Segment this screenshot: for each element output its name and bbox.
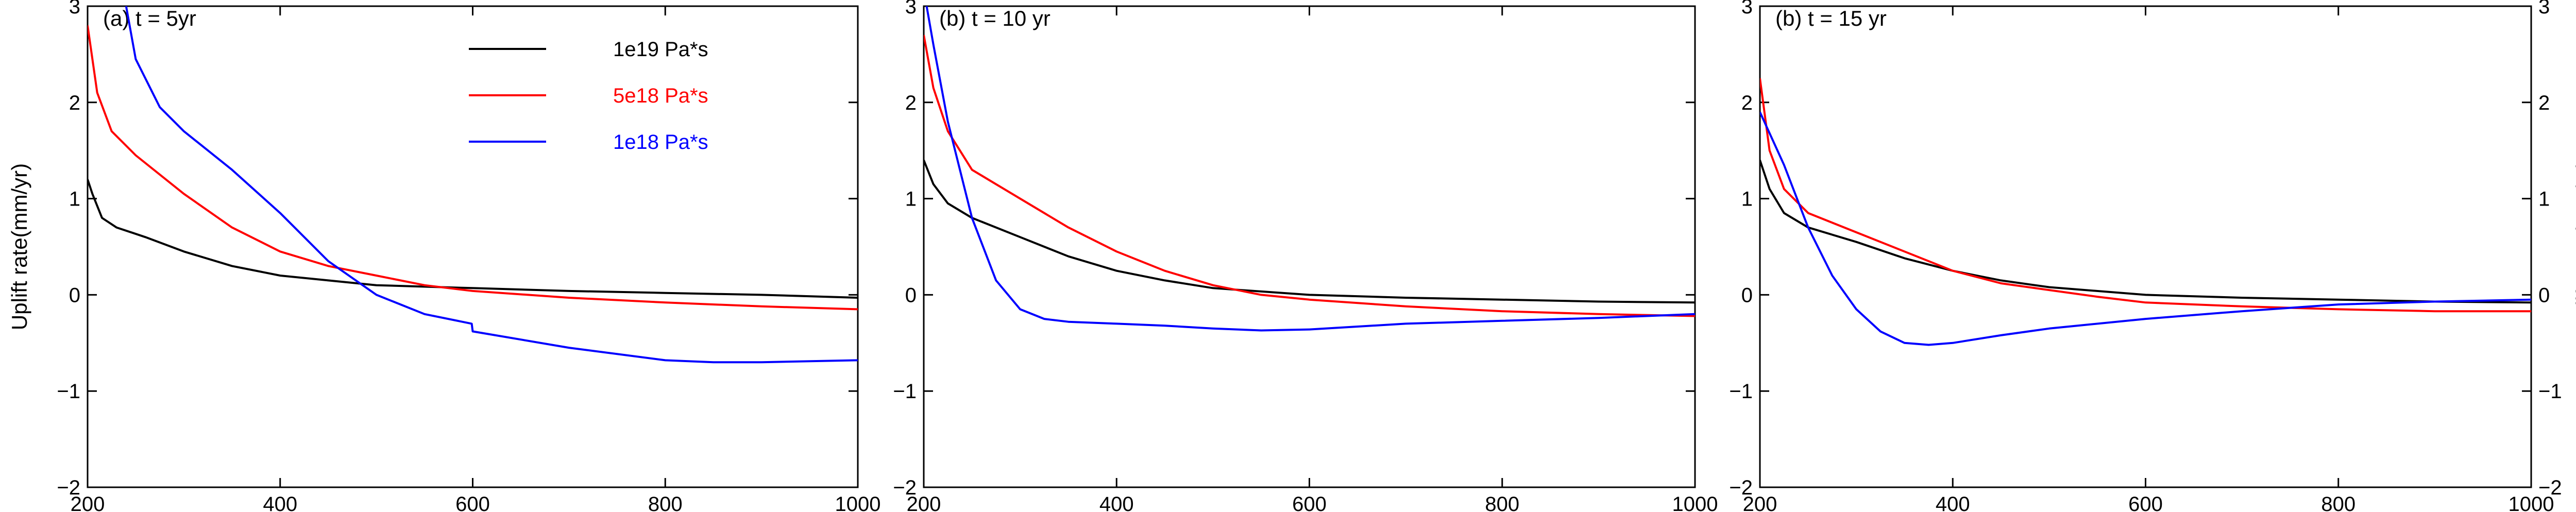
legend-label: 1e18 Pa*s — [613, 131, 708, 153]
y-tick-label: −1 — [57, 380, 80, 403]
series-line-1e18-pa-s — [125, 6, 858, 364]
x-tick-label: 200 — [71, 493, 105, 512]
y-tick-label: 0 — [905, 284, 917, 306]
y-tick-label: 2 — [1741, 92, 1753, 114]
y-tick-label: −1 — [1729, 380, 1753, 403]
y-tick-label: 1 — [1741, 188, 1753, 211]
x-tick-label: 600 — [455, 493, 490, 512]
y-tick-label: −2 — [893, 476, 917, 499]
series-group — [1760, 78, 2531, 346]
y-tick-label: 1 — [905, 188, 917, 211]
x-tick-label: 200 — [907, 493, 941, 512]
y-tick-label-right: 1 — [2538, 188, 2550, 211]
y-tick-label: 1 — [69, 188, 80, 211]
series-line-5e18-pa-s — [1760, 78, 2531, 313]
legend: 1e19 Pa*s 5e18 Pa*s 1e18 Pa*s — [469, 38, 708, 153]
plot-frame — [1759, 5, 2532, 488]
y-tick-label: 2 — [69, 92, 80, 114]
x-tick-label: 400 — [1099, 493, 1134, 512]
legend-label: 1e19 Pa*s — [613, 38, 708, 61]
x-tick-label: 200 — [1743, 493, 1777, 512]
x-tick-label: 1000 — [1672, 493, 1718, 512]
series-line-5e18-pa-s — [88, 25, 858, 311]
panel-label: (b) t = 10 yr — [939, 6, 1050, 30]
y-tick-label-right: 3 — [2538, 0, 2550, 18]
y-axis-label: Uplift rate(mm/yr) — [7, 163, 31, 330]
panel-label: (b) t = 15 yr — [1775, 6, 1887, 30]
y-tick-label: −2 — [57, 476, 80, 499]
panel-label: (a) t = 5yr — [103, 6, 196, 30]
y-tick-label: 3 — [1741, 0, 1753, 18]
y-tick-label-right: 2 — [2538, 92, 2550, 114]
series-group — [88, 6, 858, 364]
y-tick-label: −2 — [1729, 476, 1753, 499]
y-tick-label: 3 — [69, 0, 80, 18]
y-tick-label-right: −1 — [2538, 380, 2562, 403]
series-line-1e19-pa-s — [1760, 160, 2531, 304]
x-tick-label: 1000 — [2509, 493, 2554, 512]
y-tick-label: −1 — [893, 380, 917, 403]
plot-frame — [87, 5, 859, 488]
x-tick-label: 400 — [1936, 493, 1970, 512]
x-tick-label: 800 — [2321, 493, 2355, 512]
plot-frame — [923, 5, 1696, 488]
y-tick-label-right: 0 — [2538, 284, 2550, 306]
y-tick-label: 0 — [1741, 284, 1753, 306]
chart-panel-1: 200 400 600 800 1000 −2 −1 0 1 2 3 Uplift rate(mm/y… — [7, 0, 880, 512]
x-tick-label: 600 — [2128, 493, 2163, 512]
y-axis-label-right: Uplift rate (mm/yr) — [2572, 160, 2576, 333]
series-line-5e18-pa-s — [924, 35, 1695, 317]
x-tick-label: 1000 — [835, 493, 881, 512]
y-tick-label: 3 — [905, 0, 917, 18]
x-tick-label: 400 — [263, 493, 297, 512]
series-line-1e19-pa-s — [924, 160, 1695, 304]
legend-label: 5e18 Pa*s — [613, 84, 708, 107]
series-line-1e18-pa-s — [1760, 111, 2531, 346]
x-tick-label: 800 — [1485, 493, 1519, 512]
series-line-1e18-pa-s — [925, 6, 1695, 332]
y-tick-label: 2 — [905, 92, 917, 114]
x-tick-label: 600 — [1292, 493, 1327, 512]
series-group — [924, 6, 1695, 332]
series-line-1e19-pa-s — [88, 179, 858, 299]
y-tick-label: 0 — [69, 284, 80, 306]
chart-panel-2: 200 400 600 800 1000 −2 −1 0 1 2 3 (b) t = 10 yr — [893, 0, 1718, 512]
y-tick-label-right: −2 — [2538, 476, 2562, 499]
x-tick-label: 800 — [648, 493, 683, 512]
